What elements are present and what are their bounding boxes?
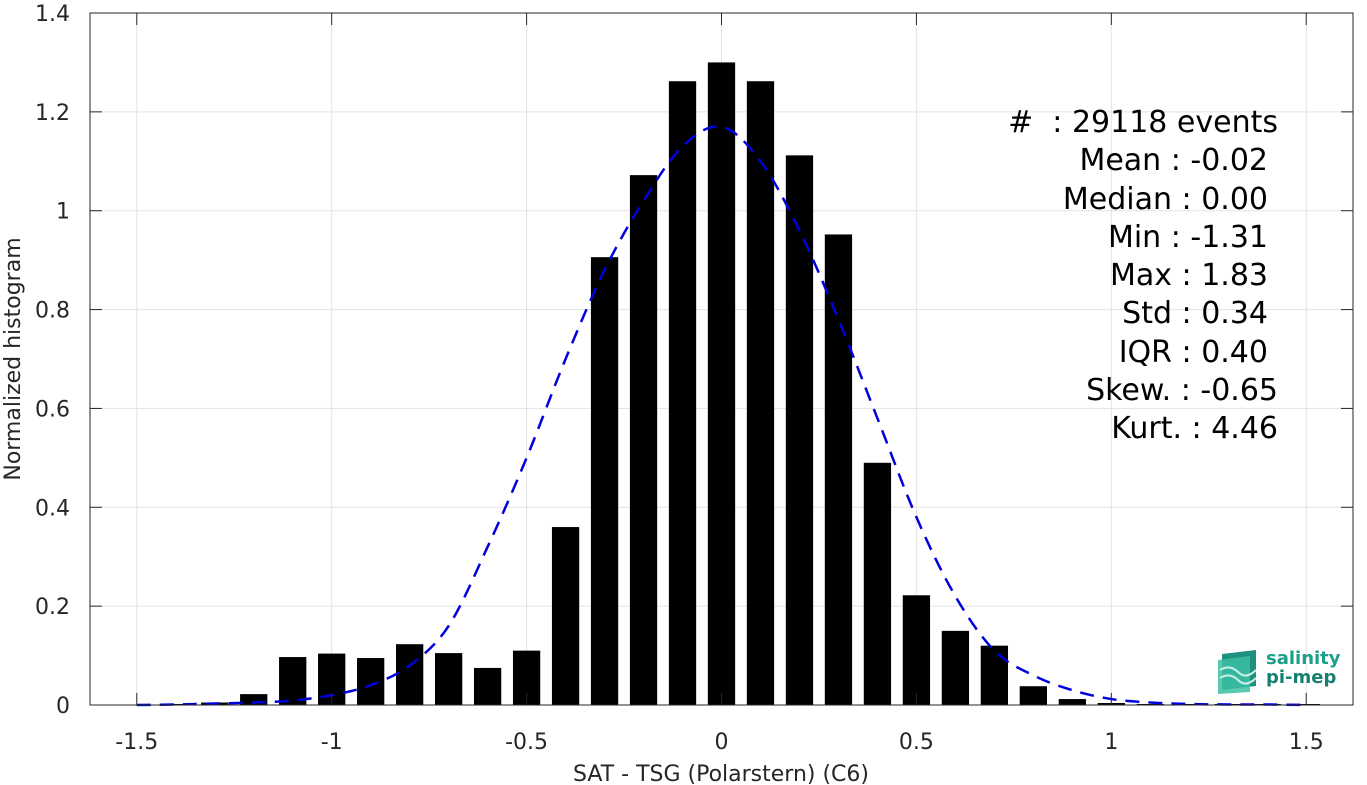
histogram-bar bbox=[980, 645, 1009, 705]
histogram-bar bbox=[1058, 699, 1086, 705]
histogram-bar bbox=[551, 527, 580, 705]
y-tick-label: 0.8 bbox=[35, 299, 70, 324]
histogram-bar bbox=[629, 175, 658, 705]
statistics-panel: # : 29118 events Mean : -0.02 Median : 0… bbox=[1008, 104, 1278, 449]
stat-median: Median : 0.00 bbox=[1062, 181, 1268, 217]
histogram-bar bbox=[824, 234, 853, 705]
histogram-bar bbox=[357, 658, 385, 705]
x-axis-label: SAT - TSG (Polarstern) (C6) bbox=[573, 762, 869, 785]
stat-min: Min : -1.31 bbox=[1107, 219, 1268, 255]
fit-curve bbox=[136, 125, 1307, 707]
histogram-bar bbox=[396, 644, 424, 705]
x-tick-label: -1 bbox=[321, 730, 343, 755]
ticks: -1.5 -1 -0.5 0 0.5 1 1.5 0 0.2 0.4 0.6 0.8 1 1.2 1.4 bbox=[35, 2, 1353, 755]
histogram-bar bbox=[590, 257, 619, 705]
x-tick-label: 0.5 bbox=[899, 730, 934, 755]
y-tick-label: 0.6 bbox=[35, 397, 70, 422]
histogram-bar bbox=[668, 81, 697, 705]
histogram-bar bbox=[785, 155, 814, 706]
histogram-bar bbox=[863, 462, 892, 705]
stat-max: Max : 1.83 bbox=[1110, 258, 1268, 294]
histogram-bar bbox=[279, 657, 307, 705]
histogram-bar bbox=[941, 630, 970, 705]
stat-count: # : 29118 events bbox=[1008, 105, 1278, 140]
histogram-bar bbox=[746, 81, 775, 705]
y-tick-label: 1 bbox=[56, 200, 70, 225]
x-tick-label: -1.5 bbox=[115, 730, 158, 755]
salinity-pimep-logo: salinity pi-mep bbox=[1216, 646, 1346, 694]
y-tick-label: 0 bbox=[56, 694, 70, 719]
histogram-bar bbox=[707, 62, 736, 705]
bars bbox=[123, 62, 1320, 706]
stat-mean: Mean : -0.02 bbox=[1079, 143, 1268, 179]
y-tick-label: 1.2 bbox=[35, 101, 70, 126]
stat-skew: Skew. : -0.65 bbox=[1086, 373, 1278, 409]
y-axis-label: Normalized histogram bbox=[1, 237, 26, 480]
logo-line1: salinity bbox=[1266, 648, 1341, 669]
stat-iqr: IQR : 0.40 bbox=[1118, 334, 1268, 370]
histogram-bar bbox=[434, 653, 463, 705]
x-tick-label: 1 bbox=[1104, 730, 1118, 755]
x-tick-label: -0.5 bbox=[505, 730, 548, 755]
y-tick-label: 1.4 bbox=[35, 2, 70, 27]
stat-kurt: Kurt. : 4.46 bbox=[1111, 411, 1278, 447]
y-tick-label: 0.4 bbox=[35, 496, 70, 521]
logo-text: salinity pi-mep bbox=[1266, 649, 1341, 687]
x-tick-label: 1.5 bbox=[1289, 730, 1324, 755]
x-tick-label: 0 bbox=[715, 730, 729, 755]
logo-line2: pi-mep bbox=[1266, 667, 1337, 688]
histogram-bar bbox=[473, 667, 502, 705]
histogram-bar bbox=[902, 595, 931, 705]
y-tick-label: 0.2 bbox=[35, 595, 70, 620]
logo-icon bbox=[1218, 650, 1257, 694]
histogram-bar bbox=[240, 694, 268, 705]
histogram-bar bbox=[1019, 686, 1047, 705]
stat-std: Std : 0.34 bbox=[1122, 296, 1268, 332]
